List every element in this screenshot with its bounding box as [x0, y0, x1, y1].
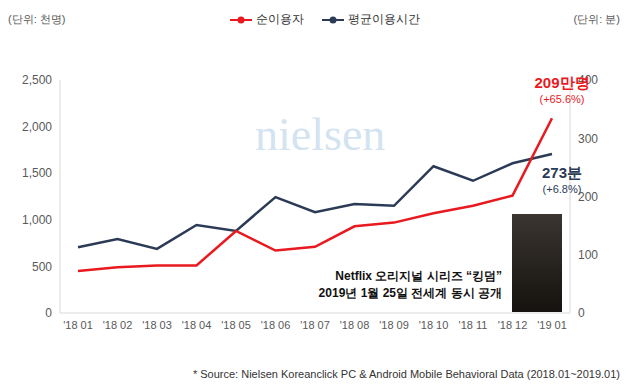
html-text:(단위: 천명): (단위: 천명) — [8, 13, 66, 25]
html-text:Netflix 오리지널 시리즈 “킹덤”: Netflix 오리지널 시리즈 “킹덤” — [335, 269, 502, 283]
svg-text:1,000: 1,000 — [22, 213, 52, 227]
svg-text:'18 09: '18 09 — [379, 319, 409, 331]
svg-text:'18 10: '18 10 — [419, 319, 449, 331]
html-text:2019년 1월 25일 전세계 동시 공개: 2019년 1월 25일 전세계 동시 공개 — [318, 286, 502, 300]
svg-text:'18 11: '18 11 — [459, 319, 488, 331]
svg-text:'18 01: '18 01 — [63, 319, 93, 331]
svg-text:2,500: 2,500 — [22, 73, 52, 87]
html-text:nielsen: nielsen — [255, 109, 386, 160]
svg-text:200: 200 — [578, 189, 598, 204]
svg-text:'18 06: '18 06 — [261, 319, 291, 331]
svg-text:'18 05: '18 05 — [221, 319, 251, 331]
html-text:(단위: 분): (단위: 분) — [573, 13, 620, 25]
svg-text:'18 08: '18 08 — [340, 319, 370, 331]
svg-text:1,500: 1,500 — [22, 166, 52, 180]
svg-text:(+65.6%): (+65.6%) — [540, 93, 585, 105]
svg-text:100: 100 — [578, 248, 598, 262]
svg-text:'18 03: '18 03 — [142, 319, 172, 331]
svg-text:209만명: 209만명 — [534, 74, 589, 91]
svg-text:'18 04: '18 04 — [182, 319, 212, 331]
html-text:* Source: Nielsen Koreanclick: * Source: Nielsen Koreanclick PC & Andro… — [192, 368, 620, 380]
svg-text:300: 300 — [578, 132, 598, 146]
svg-text:'19 01: '19 01 — [537, 319, 567, 331]
html-text:순이용자: 순이용자 — [256, 12, 304, 26]
svg-text:500: 500 — [32, 260, 52, 274]
svg-text:'18 12: '18 12 — [498, 319, 528, 331]
svg-text:'18 02: '18 02 — [103, 319, 133, 331]
svg-text:0: 0 — [45, 306, 52, 320]
svg-text:2,000: 2,000 — [22, 120, 52, 134]
svg-text:(+6.8%): (+6.8%) — [543, 183, 582, 195]
svg-text:0: 0 — [578, 306, 585, 320]
svg-text:'18 07: '18 07 — [300, 319, 330, 331]
svg-text:273분: 273분 — [542, 164, 582, 181]
html-text:평균이용시간: 평균이용시간 — [348, 12, 420, 26]
